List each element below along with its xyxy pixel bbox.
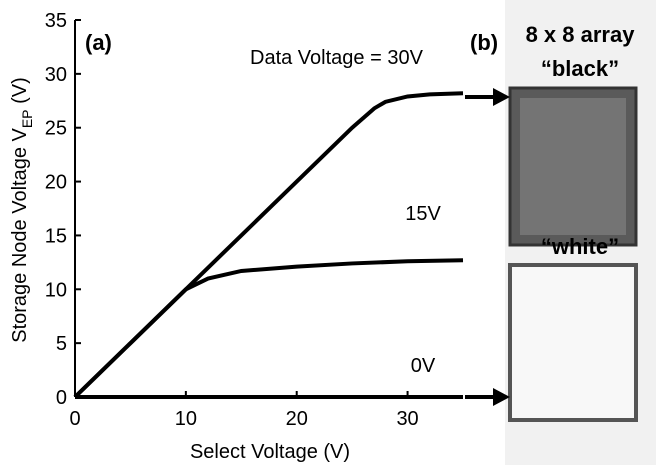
arrow-head (493, 88, 510, 106)
white-array-image (508, 263, 638, 422)
y-tick-label: 35 (45, 10, 67, 32)
line (73, 258, 464, 399)
y-tick-label: 10 (45, 279, 67, 301)
y-tick-label: 0 (56, 387, 67, 409)
series-label: Data Voltage = 30V (250, 47, 424, 69)
plot: 0 5 10 15 20 25 30 35 0 10 20 30 Data Voltage = 30V 1… (45, 10, 464, 430)
y-tick-label: 15 (45, 225, 67, 247)
line (73, 91, 464, 399)
y-tick-label: 20 (45, 172, 67, 194)
y-label-main: Storage Node Voltage V (9, 127, 31, 342)
x-axis-label: Select Voltage (V) (190, 441, 350, 463)
arrow-head (493, 388, 510, 406)
x-tick-label: 30 (396, 408, 418, 430)
y-tick-label: 25 (45, 118, 67, 140)
black-array-inner (520, 98, 626, 235)
black-label: “black” (541, 56, 619, 81)
y-axis-label: Storage Node Voltage VEP (V) (9, 77, 35, 343)
array-title: 8 x 8 array (526, 22, 636, 47)
series-label: 15V (405, 203, 441, 225)
y-label-sub: EP (19, 109, 35, 128)
panel-b-label: (b) (470, 30, 498, 55)
series-label: 0V (411, 355, 436, 377)
y-label-end: (V) (9, 77, 31, 109)
x-tick-label: 10 (175, 408, 197, 430)
x-tick-label: 0 (69, 408, 80, 430)
y-tick-label: 30 (45, 64, 67, 86)
white-label: “white” (541, 234, 619, 259)
y-tick-label: 5 (56, 333, 67, 355)
panel-a-label: (a) (85, 30, 112, 55)
x-tick-label: 20 (286, 408, 308, 430)
